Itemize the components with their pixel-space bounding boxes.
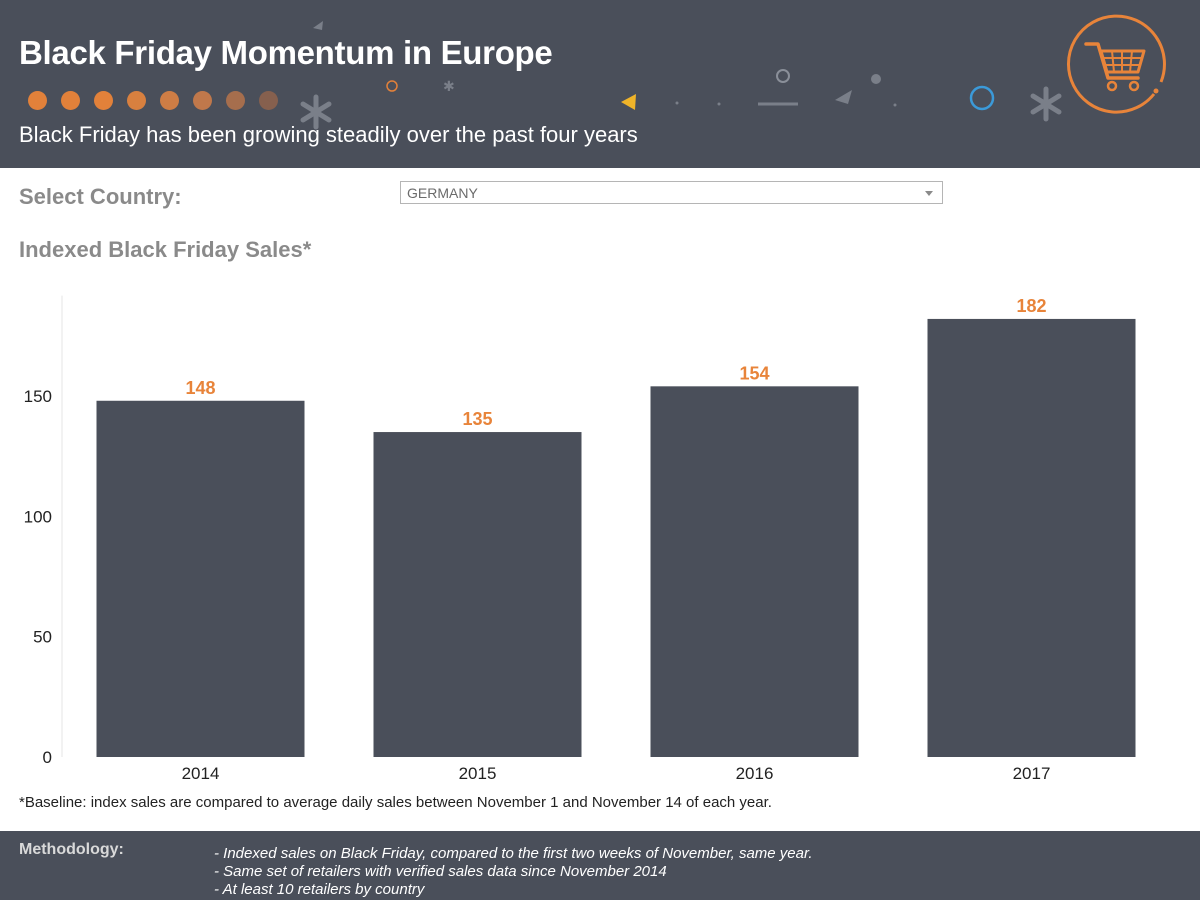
triangle-icon <box>835 90 852 104</box>
star-icon: ✱ <box>443 79 455 95</box>
y-tick-label: 150 <box>24 387 52 406</box>
methodology-list: - Indexed sales on Black Friday, compare… <box>214 845 813 899</box>
bar-data-label: 135 <box>462 409 492 429</box>
dot-icon <box>871 74 881 84</box>
shopping-cart-badge <box>1060 6 1172 118</box>
decorative-dot <box>193 91 212 110</box>
ring-icon <box>969 85 995 111</box>
dot-row <box>28 91 278 110</box>
bar <box>373 432 582 757</box>
methodology-panel: Methodology: - Indexed sales on Black Fr… <box>0 831 1200 900</box>
chevron-down-icon[interactable] <box>925 191 933 196</box>
methodology-item: - Indexed sales on Black Friday, compare… <box>214 845 813 862</box>
methodology-item: - At least 10 retailers by country <box>214 881 425 898</box>
header-banner: Black Friday Momentum in Europe ✱ <box>0 0 1200 168</box>
x-tick-label: 2014 <box>182 764 220 783</box>
bar <box>650 386 859 757</box>
y-tick-label: 100 <box>24 507 52 526</box>
bar-data-label: 154 <box>739 363 769 383</box>
ring-icon <box>386 80 398 92</box>
methodology-title: Methodology: <box>19 841 124 858</box>
x-tick-label: 2017 <box>1013 764 1051 783</box>
methodology-item: - Same set of retailers with verified sa… <box>214 863 667 880</box>
shopping-cart-icon <box>1067 14 1166 114</box>
bar-data-label: 182 <box>1016 296 1046 316</box>
decorative-dot <box>61 91 80 110</box>
decorative-dot <box>259 91 278 110</box>
x-tick-label: 2015 <box>459 764 497 783</box>
decorative-dot <box>127 91 146 110</box>
y-tick-label: 50 <box>33 628 52 647</box>
decorative-dot <box>160 91 179 110</box>
asterisk-icon <box>300 94 332 130</box>
bar <box>927 318 1136 757</box>
decorative-dot <box>226 91 245 110</box>
decorative-dot <box>28 91 47 110</box>
dot-icon <box>675 101 679 105</box>
country-dropdown[interactable]: GERMANY <box>400 181 943 204</box>
bar-data-label: 148 <box>185 378 215 398</box>
ring-icon <box>776 69 790 83</box>
triangle-icon <box>621 94 636 110</box>
y-tick-label: 0 <box>43 748 52 767</box>
page-title: Black Friday Momentum in Europe <box>19 34 553 71</box>
bar-chart: 0 50 100 150 148 2014 135 2015 154 2016 182 2017 <box>24 295 1136 783</box>
country-select-label: Select Country: <box>19 184 182 209</box>
x-tick-label: 2016 <box>736 764 774 783</box>
decorative-shapes: ✱ <box>300 21 1062 130</box>
dot-icon <box>717 102 721 106</box>
country-dropdown-value: GERMANY <box>407 185 478 201</box>
triangle-icon <box>313 21 323 30</box>
asterisk-icon <box>1030 86 1062 122</box>
chart-title: Indexed Black Friday Sales* <box>19 237 312 262</box>
dot-icon <box>893 103 897 107</box>
decorative-dot <box>94 91 113 110</box>
page-subtitle: Black Friday has been growing steadily o… <box>19 122 638 147</box>
bar <box>96 400 305 757</box>
chart-footnote: *Baseline: index sales are compared to a… <box>19 794 772 811</box>
